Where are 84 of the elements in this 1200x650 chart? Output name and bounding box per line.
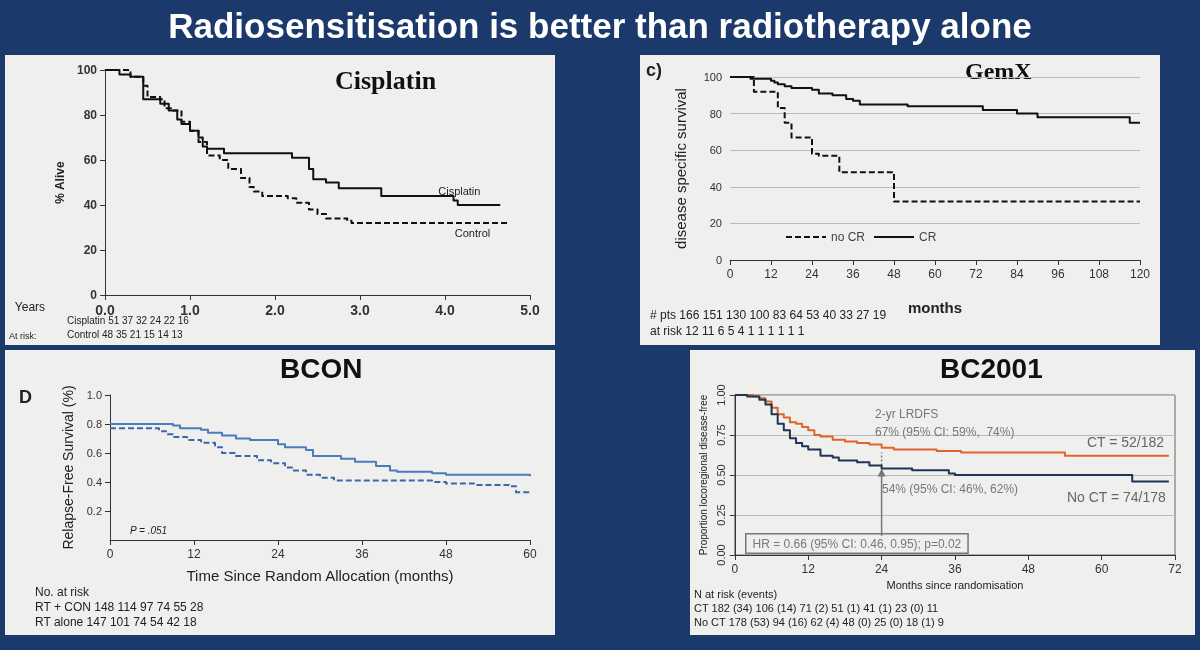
legend-label: no CR [831, 230, 866, 244]
y-tick-label: 0.2 [86, 505, 102, 517]
y-tick-label: 100 [76, 63, 98, 77]
text: Control 48 35 21 15 14 13 [67, 328, 184, 340]
series-label: No CT = 74/178 [1066, 489, 1167, 506]
y-tick-label: 60 [83, 153, 98, 167]
annotation: 2-yr LRDFS [875, 407, 939, 421]
x-tick-label: 48 [887, 267, 901, 281]
y-tick-label: 1.0 [86, 389, 102, 401]
x-tick-label: 2.0 [265, 302, 285, 318]
x-tick-label: 36 [846, 267, 860, 281]
x-tick-label: 12 [764, 267, 778, 281]
x-tick-label: 84 [1010, 267, 1024, 281]
x-tick-label: 60 [1094, 562, 1109, 576]
y-tick-label: 0.50 [715, 464, 728, 486]
y-tick-label: 0.8 [86, 418, 102, 430]
text: CT 182 (34) 106 (14) 71 (2) 51 (1) 41 (1) 23 (0) 11 [694, 601, 939, 614]
x-tick-label: 3.0 [350, 302, 370, 318]
text: N at risk (events) [694, 587, 778, 600]
annotation: 54% (95% CI: 46%, 62%) [882, 482, 1019, 496]
x-tick-label: 5.0 [520, 302, 540, 318]
x-tick-label: 24 [805, 267, 819, 281]
y-tick-label: 1.00 [715, 384, 728, 406]
x-tick-label: 120 [1129, 267, 1151, 281]
x-tick-label: 36 [948, 562, 962, 576]
x-tick-label: 96 [1051, 267, 1065, 281]
series-label: Control [454, 227, 491, 239]
text: RT + CON 148 114 97 74 55 28 [35, 600, 204, 614]
chart-title: Cisplatin [335, 65, 437, 95]
x-axis-title: Time Since Random Allocation (months) [186, 567, 454, 584]
y-axis-title: Proportion locoregional disease-free [697, 394, 709, 556]
text: Radiosensitisation is better than radiotherapy alone [167, 5, 1033, 47]
x-axis-title: Months since randomisation [886, 579, 1024, 592]
annotation: P = .051 [130, 524, 168, 536]
y-tick-label: 80 [709, 107, 722, 120]
y-tick-label: 40 [83, 198, 98, 212]
y-tick-label: 0.25 [715, 504, 728, 526]
y-axis-title: % Alive [53, 161, 68, 204]
text: No CT 178 (53) 94 (16) 62 (4) 48 (0) 25 (0) 18 (1) 9 [694, 615, 944, 628]
text: c) [646, 60, 663, 80]
x-tick-label: 72 [969, 267, 983, 281]
x-tick-label: 60 [928, 267, 942, 281]
x-axis-title: Years [14, 300, 46, 314]
x-tick-label: 24 [271, 547, 285, 561]
y-tick-label: 0.75 [715, 424, 728, 446]
y-tick-label: 0.4 [86, 476, 102, 488]
x-axis-title: months [907, 299, 963, 316]
y-tick-label: 0.00 [715, 544, 728, 566]
x-tick-label: 36 [355, 547, 369, 561]
x-tick-label: 48 [1021, 562, 1036, 576]
x-tick-label: 24 [874, 562, 889, 576]
legend-label: CR [919, 230, 937, 244]
y-tick-label: 20 [83, 243, 98, 257]
x-tick-label: 108 [1088, 267, 1110, 281]
x-tick-label: 0 [106, 547, 114, 561]
y-tick-label: 60 [709, 144, 722, 157]
text: D [19, 387, 32, 407]
y-tick-label: 0 [715, 254, 722, 266]
x-tick-label: 48 [439, 547, 453, 561]
y-tick-label: 80 [83, 108, 98, 122]
x-tick-label: 60 [523, 547, 537, 561]
y-tick-label: 20 [709, 217, 722, 230]
annotation: 67% (95% CI: 59%, 74%) [875, 425, 1015, 439]
text: RT alone 147 101 74 54 42 18 [35, 615, 198, 629]
series-label: CT = 52/182 [1086, 433, 1165, 450]
chart-title: BCON [280, 352, 363, 384]
series-label: Cisplatin [438, 185, 481, 197]
y-tick-label: 0 [90, 288, 98, 302]
chart-title: BC2001 [940, 352, 1043, 384]
y-tick-label: 100 [703, 71, 722, 83]
x-tick-label: 72 [1168, 562, 1182, 576]
y-axis-title: disease specific survival [672, 88, 689, 249]
x-tick-label: 4.0 [435, 302, 455, 318]
x-tick-label: 0 [731, 562, 739, 576]
x-tick-label: 12 [187, 547, 201, 561]
x-tick-label: 12 [801, 562, 816, 576]
text: # pts 166 151 130 100 83 64 53 40 33 27 19 [650, 308, 887, 322]
text: No. at risk [35, 585, 91, 599]
y-axis-title: Relapse-Free Survival (%) [60, 385, 76, 550]
text: at risk 12 11 6 5 4 1 1 1 1 1 1 [650, 324, 805, 338]
annotation: HR = 0.66 (95% CI: 0.46, 0.95); p=0.02 [752, 536, 962, 551]
y-tick-label: 0.6 [86, 447, 102, 459]
y-tick-label: 40 [709, 180, 722, 193]
text: At risk: [9, 330, 37, 341]
